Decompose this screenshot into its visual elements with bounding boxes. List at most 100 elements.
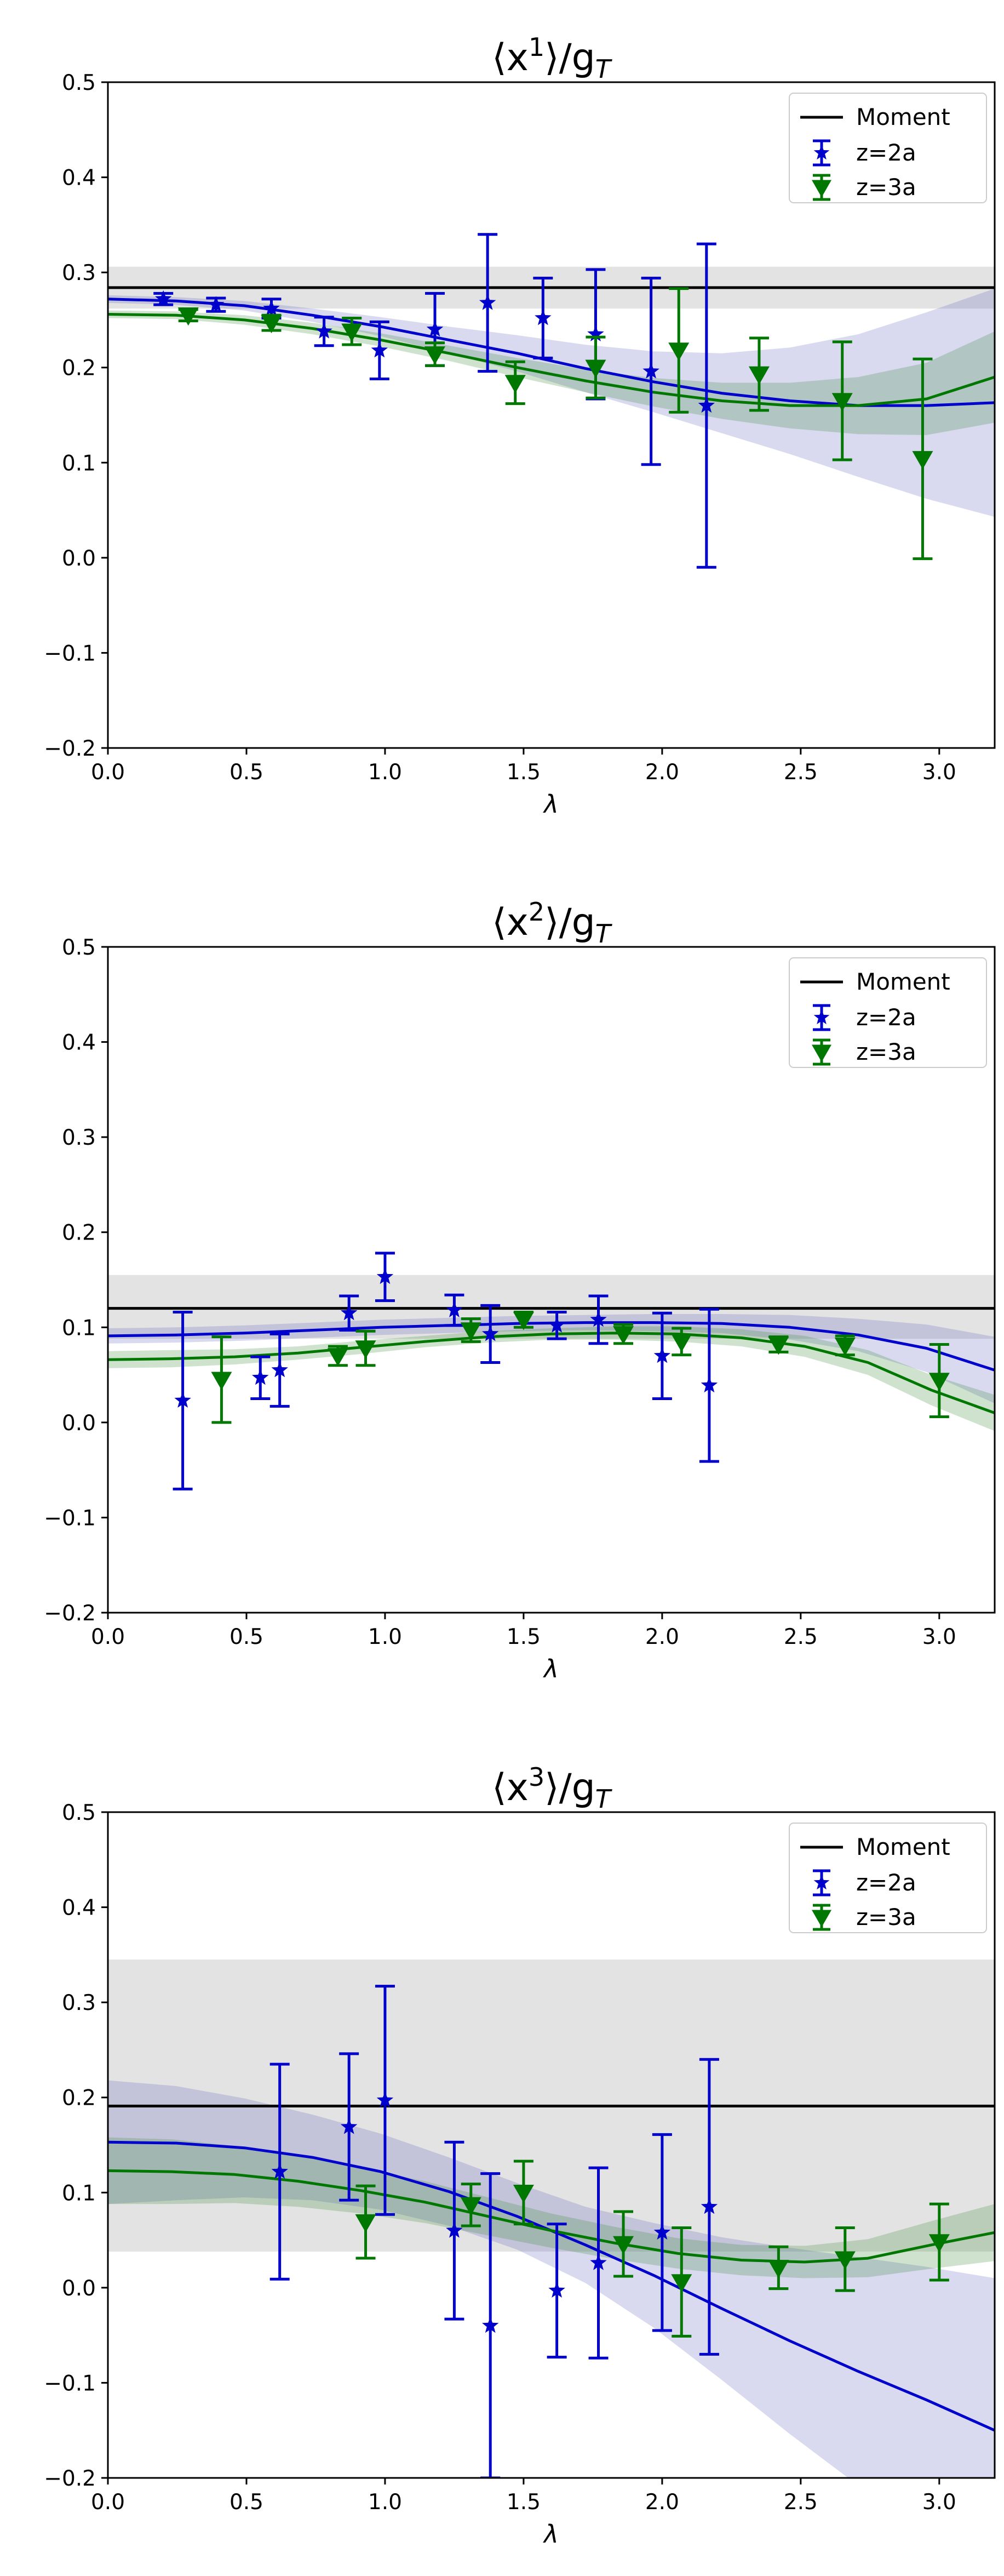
legend-series-label: z=2a [856, 1869, 916, 1896]
star-marker [482, 1325, 499, 1341]
triangle-marker [928, 1373, 950, 1391]
z=2a-point [480, 1304, 501, 1364]
z=2a-point [641, 277, 661, 466]
z=3a-point [355, 1329, 376, 1367]
star-marker [315, 322, 332, 339]
title-subscript: T [595, 1784, 613, 1814]
z=3a-point [513, 2160, 534, 2226]
x-tick-label: 2.5 [784, 1625, 818, 1649]
x-axis-label: λ [543, 1654, 559, 1683]
y-tick-label: 0.1 [62, 2181, 96, 2206]
z=2a-point [375, 1252, 395, 1303]
z=3a-point [613, 1323, 634, 1345]
y-tick-label: 0.3 [62, 1126, 96, 1150]
y-tick-label: −0.1 [44, 1506, 96, 1530]
star-marker [446, 2221, 463, 2238]
y-tick-label: 0.1 [62, 1316, 96, 1340]
legend-star-marker [813, 1009, 830, 1025]
triangle-marker [460, 1322, 481, 1341]
title-text: ⟩/g [544, 901, 595, 944]
star-marker [208, 296, 225, 312]
legend: Moment z=2a z=3a [789, 93, 987, 203]
title-text: ⟨x [492, 901, 529, 944]
x-tick-label: 3.0 [922, 2490, 956, 2515]
triangle-marker [341, 323, 363, 342]
z=3a-point [928, 2202, 950, 2282]
legend: Moment z=2a z=3a [789, 1823, 987, 1933]
z=3a-fit-band [108, 2137, 995, 2278]
chart-title: ⟨x2⟩/gT [492, 897, 613, 949]
star-marker [535, 309, 552, 325]
x-tick-label: 1.5 [507, 1625, 541, 1649]
y-tick-label: 0.0 [62, 1411, 96, 1436]
y-tick-label: 0.0 [62, 546, 96, 571]
y-tick-label: 0.2 [62, 2086, 96, 2111]
title-superscript: 3 [529, 1762, 544, 1792]
y-tick-label: 0.4 [62, 1896, 96, 1921]
star-marker [548, 2282, 565, 2298]
star-marker [252, 1369, 269, 1385]
y-tick-label: 0.2 [62, 1221, 96, 1246]
star-marker [371, 341, 388, 358]
z=3a-point [834, 2226, 856, 2292]
z=2a-point [652, 2133, 672, 2332]
z=3a-point [748, 336, 770, 412]
star-marker [653, 2224, 671, 2240]
z=3a-point [585, 335, 606, 399]
star-marker [590, 2254, 607, 2270]
x-tick-label: 0.5 [230, 1625, 263, 1649]
plot-area [108, 233, 995, 569]
z=2a-point [547, 2223, 567, 2359]
y-tick-label: 0.5 [62, 1801, 96, 1825]
z=3a-point [912, 357, 933, 561]
legend-series-label: z=3a [856, 1904, 916, 1930]
star-marker [642, 362, 659, 379]
triangle-marker [513, 1312, 534, 1330]
star-marker [155, 290, 172, 306]
y-tick-label: −0.2 [44, 2466, 96, 2491]
z=3a-point [768, 2245, 789, 2291]
y-tick-label: 0.0 [62, 2276, 96, 2301]
y-tick-label: 0.3 [62, 261, 96, 285]
triangle-marker [327, 1348, 348, 1367]
z=3a-point [768, 1335, 789, 1355]
triangle-marker [834, 2251, 856, 2270]
x-tick-label: 0.5 [230, 2490, 263, 2515]
x-tick-label: 2.0 [645, 760, 679, 785]
star-marker [340, 1304, 358, 1321]
z=3a-point [831, 340, 853, 461]
x-tick-label: 1.0 [368, 760, 402, 785]
axes-frame [107, 1811, 996, 2479]
y-tick-label: −0.1 [44, 2371, 96, 2396]
chart-panel-3: −0.2 −0.1 0.0 0.1 0.2 0.3 0.4 0.5 0.0 0.5 1.0 1.5 2.… [44, 1762, 996, 2549]
z=2a-point [339, 1294, 359, 1332]
star-marker [479, 294, 496, 310]
star-marker [263, 300, 280, 316]
legend-box [789, 1823, 987, 1933]
title-text: ⟨x [492, 36, 529, 79]
z=3a-point [671, 1327, 692, 1357]
star-marker [698, 397, 715, 413]
triangle-marker [912, 451, 933, 470]
triangle-marker [831, 393, 853, 412]
legend-star-marker [813, 1875, 830, 1890]
star-marker [548, 1316, 565, 1333]
x-tick-label: 0.5 [230, 760, 263, 785]
z=3a-point [671, 2226, 692, 2338]
x-tick-label: 3.0 [922, 1625, 956, 1649]
title-text: ⟩/g [544, 1766, 595, 1809]
legend-triangle-marker [812, 1044, 831, 1062]
z=2a-fit-band [108, 2080, 995, 2478]
x-tick-label: 2.0 [645, 2490, 679, 2515]
star-marker [426, 321, 444, 337]
z=3a-point [327, 1345, 348, 1367]
triangle-marker [613, 1326, 634, 1345]
x-tick-label: 3.0 [922, 760, 956, 785]
x-tick-label: 0.0 [91, 1625, 125, 1649]
legend-triangle-marker [812, 180, 831, 197]
plot-area [108, 1960, 995, 2478]
z=2a-point [480, 2172, 501, 2478]
legend-series-label: z=3a [856, 174, 916, 201]
z=3a-point [460, 1317, 481, 1343]
z=2a-point [269, 1332, 290, 1408]
